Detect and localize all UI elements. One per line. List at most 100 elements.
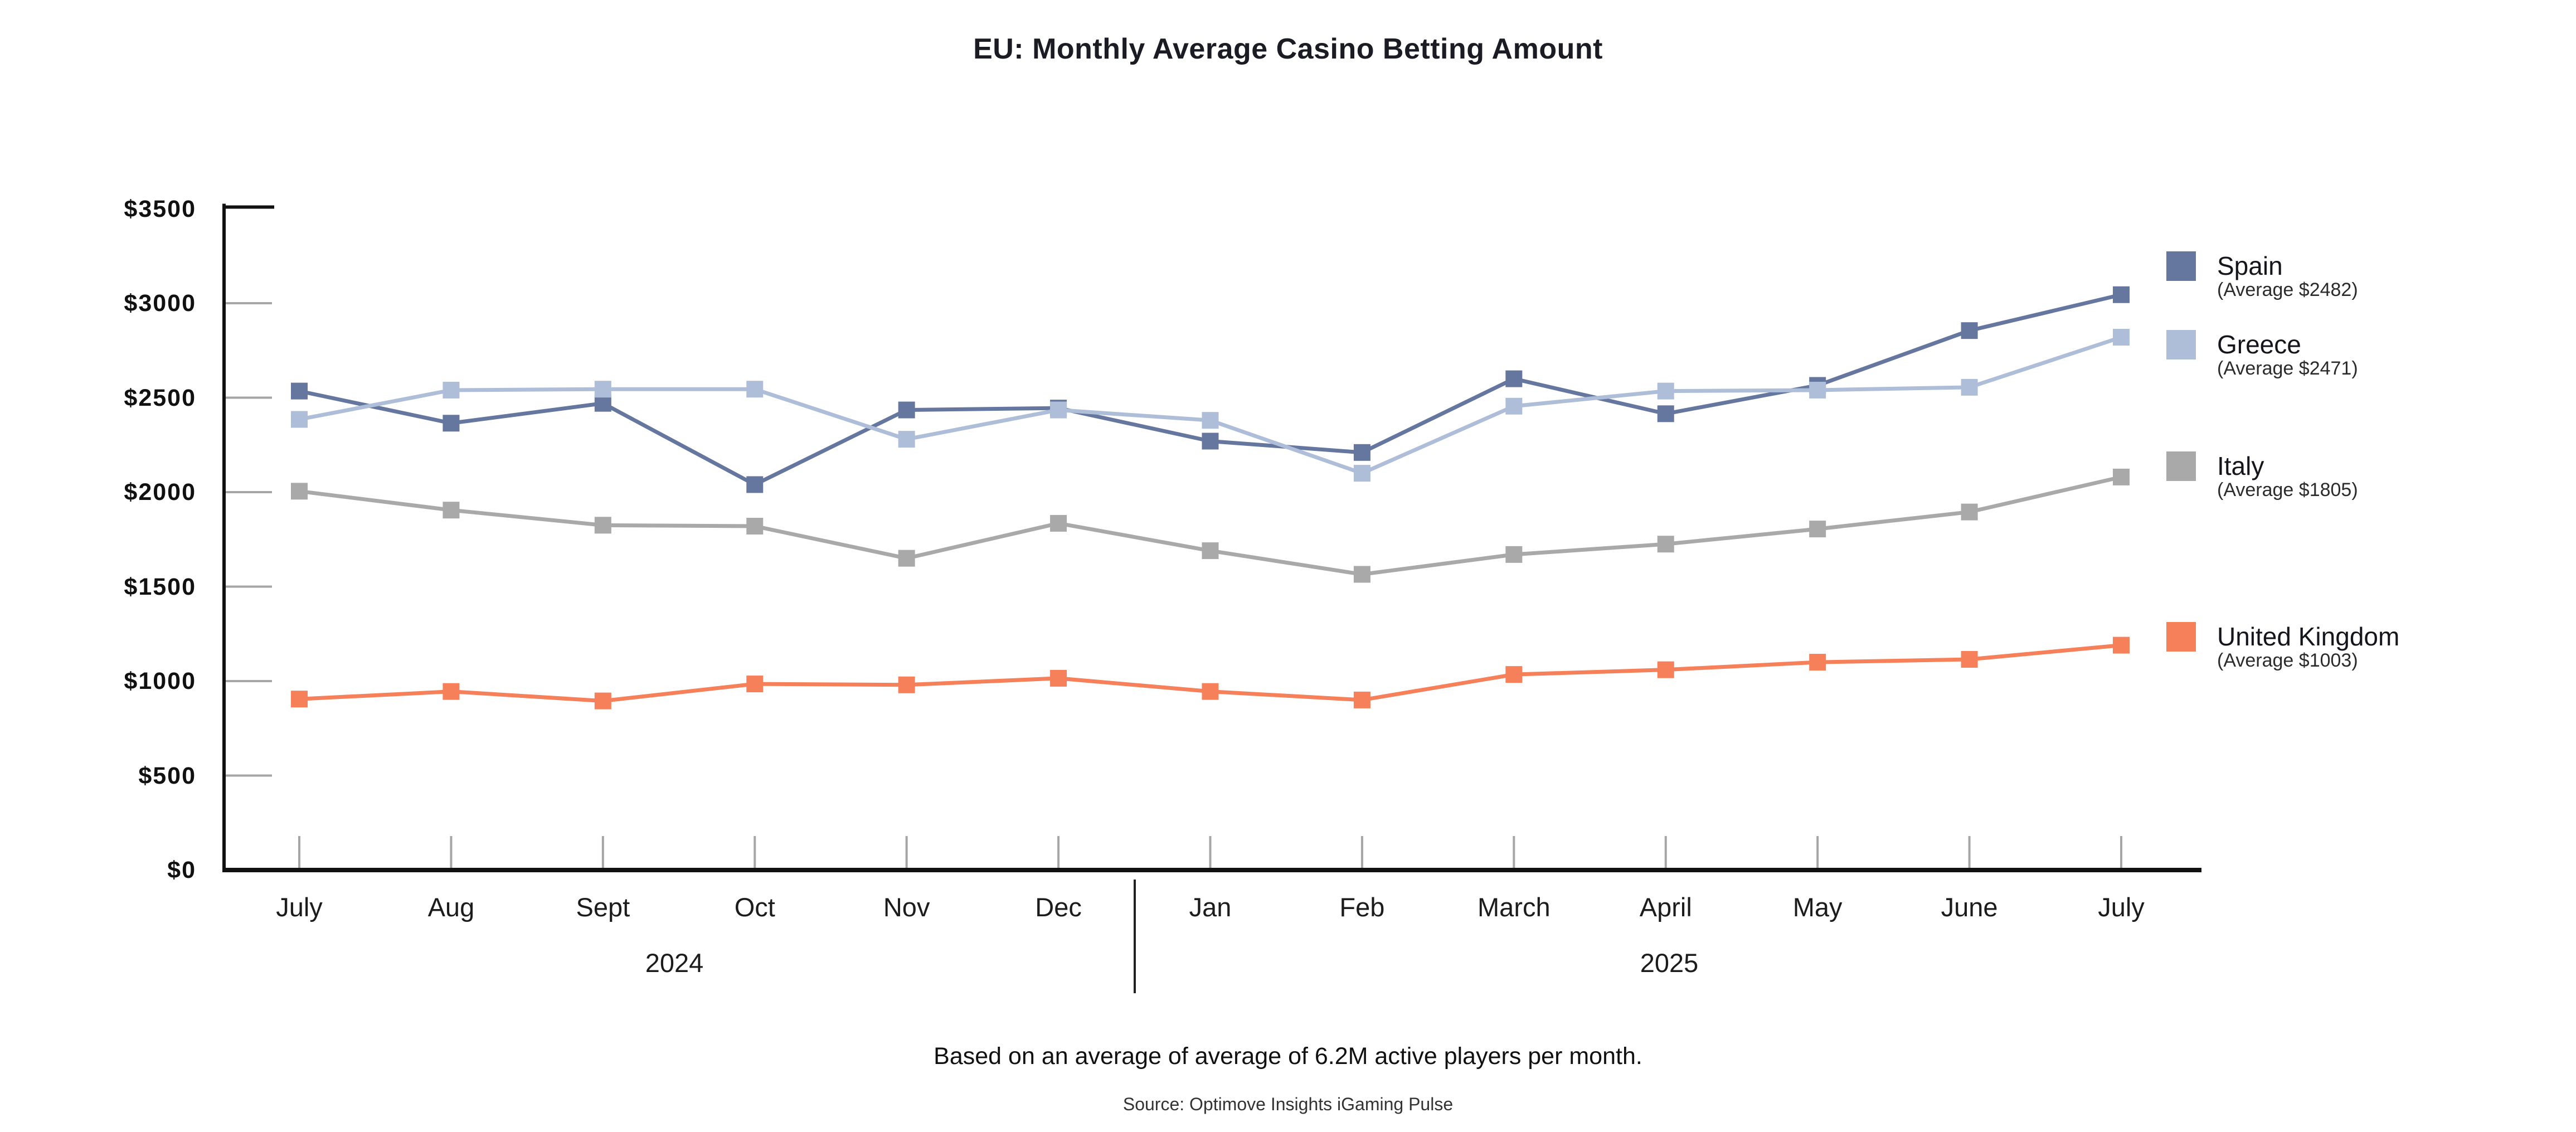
- legend-series-name: United Kingdom: [2217, 622, 2400, 651]
- x-tick-label-month: July: [2098, 892, 2145, 922]
- footnote: Based on an average of average of 6.2M a…: [934, 1043, 1642, 1070]
- legend-series-name: Spain: [2217, 251, 2283, 280]
- data-point-united-kingdom: [594, 692, 611, 710]
- x-axis-tick: [1968, 836, 1971, 868]
- data-point-italy: [898, 550, 915, 567]
- data-point-greece: [1657, 382, 1674, 400]
- year-separator-line: [1134, 880, 1136, 993]
- data-point-spain: [443, 415, 460, 432]
- data-point-united-kingdom: [898, 676, 915, 693]
- data-point-greece: [1202, 412, 1219, 429]
- legend-swatch-icon: [2166, 622, 2196, 652]
- y-tick-label: $2000: [124, 479, 196, 506]
- data-point-italy: [2113, 468, 2130, 485]
- x-axis-year-2024: 2024: [645, 948, 704, 978]
- data-point-greece: [2113, 329, 2130, 346]
- x-axis-tick: [905, 836, 908, 868]
- data-point-italy: [1202, 542, 1219, 560]
- x-tick-label-month: Dec: [1035, 892, 1082, 922]
- x-tick-label-month: June: [1941, 892, 1998, 922]
- data-point-greece: [443, 381, 460, 399]
- data-point-united-kingdom: [1202, 683, 1219, 700]
- y-axis-tick: [226, 491, 272, 493]
- data-point-italy: [291, 483, 308, 500]
- data-point-spain: [2113, 286, 2130, 303]
- x-tick-label-month: Oct: [734, 892, 775, 922]
- data-point-greece: [1050, 401, 1067, 419]
- legend-series-average: (Average $1003): [2217, 650, 2358, 671]
- data-point-united-kingdom: [1657, 661, 1674, 678]
- data-point-spain: [746, 476, 764, 493]
- x-axis-tick: [1513, 836, 1515, 868]
- x-tick-label-month: Sept: [576, 892, 630, 922]
- y-tick-label: $500: [138, 762, 196, 789]
- data-point-united-kingdom: [1809, 654, 1826, 671]
- x-tick-label-month: Nov: [883, 892, 930, 922]
- data-point-italy: [594, 517, 611, 534]
- y-tick-label: $0: [167, 857, 196, 883]
- x-tick-label-month: July: [276, 892, 323, 922]
- data-point-italy: [1657, 536, 1674, 553]
- data-point-italy: [1050, 514, 1067, 532]
- legend-series-name: Italy: [2217, 451, 2264, 480]
- data-point-italy: [1809, 521, 1826, 538]
- data-point-italy: [746, 518, 764, 535]
- data-point-united-kingdom: [1961, 651, 1978, 668]
- y-axis-line: [222, 203, 226, 872]
- x-axis-tick: [1209, 836, 1212, 868]
- y-axis-top-tick: [224, 205, 274, 209]
- data-point-spain: [594, 395, 611, 412]
- data-point-united-kingdom: [1353, 691, 1370, 708]
- x-axis-tick: [450, 836, 453, 868]
- legend-swatch-icon: [2166, 251, 2196, 281]
- x-tick-label-month: Jan: [1189, 892, 1232, 922]
- data-point-greece: [898, 431, 915, 448]
- data-point-italy: [1505, 546, 1523, 563]
- data-point-greece: [1809, 381, 1826, 399]
- x-axis-tick: [298, 836, 300, 868]
- data-point-spain: [1657, 405, 1674, 422]
- x-axis-tick: [1057, 836, 1060, 868]
- source-credit: Source: Optimove Insights iGaming Pulse: [1122, 1094, 1454, 1114]
- x-axis-line: [222, 868, 2201, 872]
- data-point-italy: [1353, 566, 1370, 583]
- legend-series-average: (Average $2482): [2217, 279, 2358, 300]
- data-point-spain: [1961, 322, 1978, 339]
- data-point-greece: [1961, 378, 1978, 396]
- x-tick-label-month: Feb: [1339, 892, 1385, 922]
- y-tick-label: $1000: [124, 668, 196, 694]
- data-point-spain: [1505, 370, 1523, 387]
- y-axis-tick: [226, 585, 272, 588]
- legend-series-average: (Average $1805): [2217, 479, 2358, 501]
- data-point-greece: [746, 381, 764, 398]
- y-axis-tick: [226, 774, 272, 777]
- x-axis-year-2025: 2025: [1640, 948, 1699, 978]
- data-point-greece: [594, 381, 611, 398]
- data-point-united-kingdom: [2113, 637, 2130, 654]
- y-tick-label: $3500: [124, 195, 196, 222]
- x-tick-label-month: April: [1639, 892, 1692, 922]
- legend-swatch-icon: [2166, 330, 2196, 359]
- series-line-italy: [299, 475, 2122, 577]
- y-tick-label: $1500: [124, 573, 196, 600]
- data-point-spain: [291, 382, 308, 400]
- data-point-greece: [1353, 465, 1370, 482]
- data-point-italy: [1961, 503, 1978, 521]
- data-point-italy: [443, 502, 460, 519]
- x-axis-tick: [1664, 836, 1667, 868]
- x-axis-tick: [1360, 836, 1363, 868]
- data-point-united-kingdom: [1505, 666, 1523, 683]
- series-line-greece: [299, 335, 2122, 475]
- data-point-united-kingdom: [1050, 669, 1067, 687]
- legend-series-average: (Average $2471): [2217, 358, 2358, 379]
- legend-swatch-icon: [2166, 451, 2196, 481]
- data-point-united-kingdom: [746, 676, 764, 693]
- y-tick-label: $2500: [124, 384, 196, 411]
- x-axis-tick: [2120, 836, 2123, 868]
- y-tick-label: $3000: [124, 290, 196, 317]
- data-point-greece: [1505, 397, 1523, 415]
- data-point-spain: [1202, 433, 1219, 450]
- data-point-spain: [1353, 444, 1370, 461]
